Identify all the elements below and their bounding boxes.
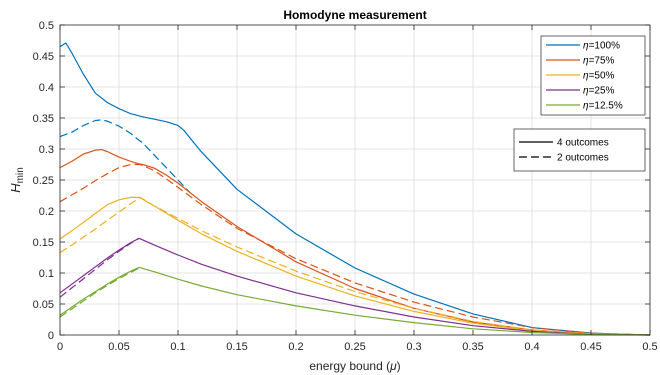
x-axis-title-text: energy bound (: [309, 359, 390, 373]
x-tick-label: 0.2: [288, 341, 303, 353]
series-line-eta-25pct-4-outcomes: [59, 237, 651, 336]
series-line-eta-12-5pct-2-outcomes: [59, 267, 140, 318]
series-line-eta-100pct-4-outcomes: [59, 42, 651, 336]
chart-title: Homodyne measurement: [283, 8, 426, 22]
x-tick-label: 0.15: [226, 341, 247, 353]
series-line-eta-100pct-2-outcomes: [59, 119, 191, 193]
x-tick-label: 0.35: [462, 341, 483, 353]
y-tick-label: 0.25: [33, 175, 54, 187]
legend-label-text: =75%: [589, 56, 615, 67]
legend-style-label: 2 outcomes: [557, 153, 609, 164]
legend-outcomes-box: [513, 128, 646, 172]
y-tick-label: 0.05: [33, 299, 54, 311]
legend-label: η=100%: [583, 41, 620, 52]
y-axis-title-main: H: [8, 183, 23, 193]
series-line-eta-12-5pct-4-outcomes: [59, 266, 651, 336]
legend-label-text: =100%: [589, 41, 621, 52]
x-axis-title-symbol: μ: [389, 359, 397, 373]
y-tick-label: 0.35: [33, 113, 54, 125]
y-tick-label: 0.3: [39, 144, 54, 156]
legend-label-symbol: η: [583, 71, 589, 82]
x-tick-label: 0.05: [108, 341, 129, 353]
y-tick-label: 0.5: [39, 20, 54, 32]
legend-label-text: =50%: [589, 71, 615, 82]
ticks: 0 0.05 0.1 0.15 0.2 0.25 0.3 0.35 0.4 0.45 0.5 0 0.0…: [33, 20, 658, 353]
y-tick-label: 0.2: [39, 206, 54, 218]
y-tick-label: 0.15: [33, 237, 54, 249]
legend-label: η=25%: [583, 86, 615, 97]
legend-label: η=12.5%: [583, 101, 623, 112]
x-tick-label: 0.25: [344, 341, 365, 353]
legend-style-label: 4 outcomes: [557, 138, 609, 149]
y-axis-title-sub: min: [15, 167, 26, 183]
legend-efficiency: η=100%η=75%η=50%η=25%η=12.5%: [540, 35, 646, 116]
x-axis-title-close: ): [397, 359, 401, 373]
y-tick-label: 0: [48, 330, 54, 342]
y-axis-title: Hmin: [8, 167, 26, 193]
x-tick-label: 0.45: [580, 341, 601, 353]
legend-label-text: =25%: [589, 86, 615, 97]
x-tick-label: 0: [57, 341, 63, 353]
y-tick-label: 0.4: [39, 82, 54, 94]
y-tick-label: 0.45: [33, 51, 54, 63]
legend-label: η=50%: [583, 71, 615, 82]
series-line-eta-75pct-2-outcomes: [59, 163, 651, 336]
series-line-eta-50pct-2-outcomes: [59, 196, 651, 336]
series-line-eta-25pct-2-outcomes: [59, 237, 140, 298]
legend-label: η=75%: [583, 56, 615, 67]
legend-label-symbol: η: [583, 101, 589, 112]
x-tick-label: 0.1: [170, 341, 185, 353]
y-tick-label: 0.1: [39, 268, 54, 280]
legend-label-text: =12.5%: [589, 101, 623, 112]
legend-outcomes: 4 outcomes 2 outcomes: [513, 128, 646, 172]
x-tick-label: 0.3: [406, 341, 421, 353]
legend-label-symbol: η: [583, 41, 589, 52]
legend-label-symbol: η: [583, 86, 589, 97]
series-layer: [59, 42, 651, 336]
legend-label-symbol: η: [583, 56, 589, 67]
x-tick-label: 0.4: [524, 341, 539, 353]
x-axis-title: energy bound (μ): [309, 359, 400, 373]
series-line-eta-50pct-4-outcomes: [59, 196, 651, 336]
x-tick-label: 0.5: [642, 341, 657, 353]
